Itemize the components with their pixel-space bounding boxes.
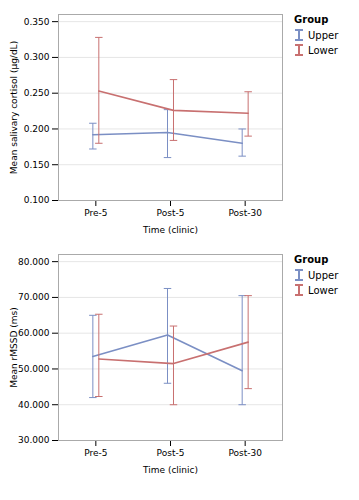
html-text:Group: Group: [294, 254, 329, 265]
svg-text:Mean salivary cortisol (µg/dL): Mean salivary cortisol (µg/dL): [9, 41, 19, 174]
svg-text:Post-30: Post-30: [228, 208, 262, 218]
html-text:Group: Group: [294, 14, 329, 25]
svg-text:60.000: 60.000: [18, 328, 50, 338]
svg-text:70.000: 70.000: [18, 292, 50, 302]
svg-text:0.200: 0.200: [24, 124, 50, 134]
svg-text:40.000: 40.000: [18, 400, 50, 410]
svg-text:Pre-5: Pre-5: [84, 208, 107, 218]
html-text:Lower: Lower: [308, 284, 338, 296]
svg-text:Time (clinic): Time (clinic): [142, 465, 198, 475]
svg-text:0.350: 0.350: [24, 17, 50, 27]
svg-text:Mean rMSSD (ms): Mean rMSSD (ms): [9, 307, 19, 388]
svg-text:0.150: 0.150: [24, 160, 50, 170]
svg-text:Time (clinic): Time (clinic): [142, 225, 198, 235]
svg-text:30.000: 30.000: [18, 435, 50, 445]
svg-text:50.000: 50.000: [18, 364, 50, 374]
svg-text:Pre-5: Pre-5: [84, 448, 107, 458]
html-text:Upper: Upper: [308, 29, 339, 41]
html-text:Upper: Upper: [308, 269, 339, 281]
svg-text:Post-5: Post-5: [157, 448, 185, 458]
html-text:Lower: Lower: [308, 44, 338, 56]
svg-text:0.100: 0.100: [24, 195, 50, 205]
svg-text:Post-5: Post-5: [157, 208, 185, 218]
svg-text:Post-30: Post-30: [228, 448, 262, 458]
svg-text:80.000: 80.000: [18, 257, 50, 267]
svg-text:0.300: 0.300: [24, 52, 50, 62]
svg-text:0.250: 0.250: [24, 88, 50, 98]
